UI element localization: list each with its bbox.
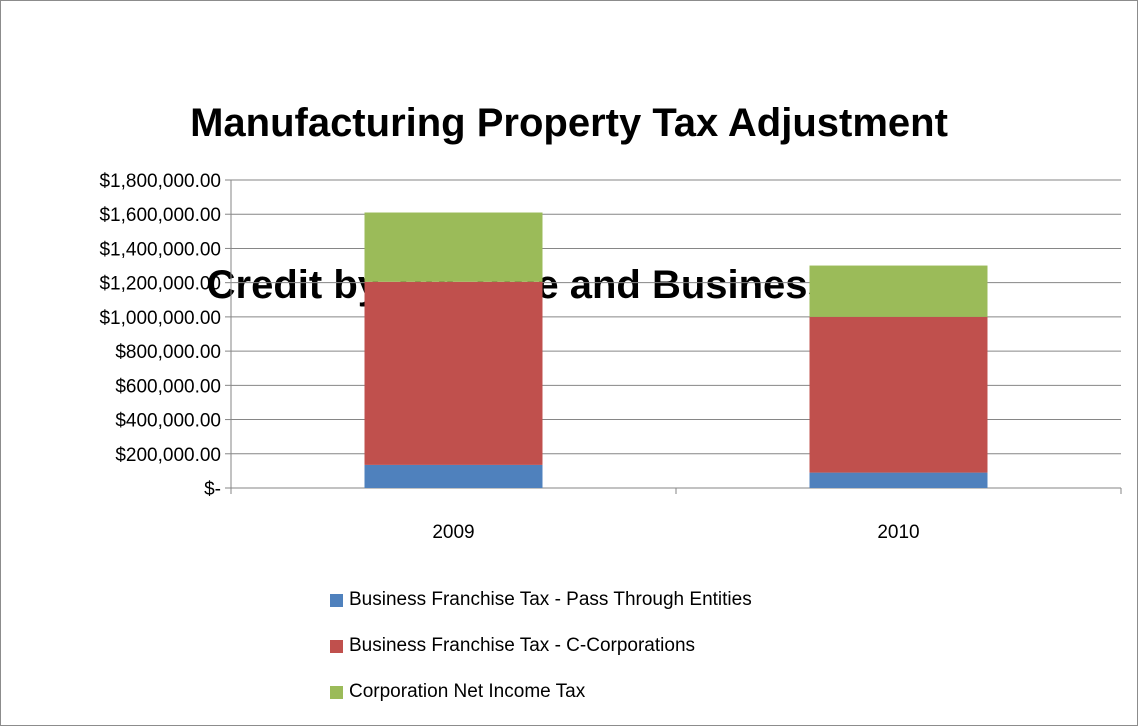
- bar-1-2009: [364, 281, 543, 465]
- y-tick-label: $1,600,000.00: [99, 205, 221, 226]
- y-tick-label: $200,000.00: [115, 445, 221, 466]
- legend-swatch-c-corporations: [330, 639, 343, 653]
- y-tick-label: $800,000.00: [115, 342, 221, 363]
- y-tick-label: $-: [204, 479, 221, 500]
- legend-label-pass-through: Business Franchise Tax - Pass Through En…: [349, 589, 752, 610]
- legend-label-c-corporations: Business Franchise Tax - C-Corporations: [349, 635, 696, 656]
- legend-item-net-income: Corporation Net Income Tax: [330, 680, 752, 704]
- y-tick-label: $1,000,000.00: [99, 308, 221, 329]
- x-tick-label: 2010: [877, 522, 919, 543]
- legend-label-net-income: Corporation Net Income Tax: [349, 681, 586, 702]
- chart-title-line-1: Manufacturing Property Tax Adjustment: [190, 101, 948, 145]
- y-tick-label: $1,400,000.00: [99, 239, 221, 260]
- legend-swatch-net-income: [330, 685, 343, 699]
- y-tick-label: $600,000.00: [115, 376, 221, 397]
- legend: Business Franchise Tax - Pass Through En…: [330, 588, 752, 726]
- x-tick-label: 2009: [432, 522, 474, 543]
- bar-2-2010: [809, 265, 988, 317]
- y-tick-label: $1,800,000.00: [99, 171, 221, 192]
- y-tick-label: $1,200,000.00: [99, 274, 221, 295]
- legend-swatch-pass-through: [330, 593, 343, 607]
- bar-2-2009: [364, 212, 543, 282]
- bar-1-2010: [809, 316, 988, 473]
- y-tick-label: $400,000.00: [115, 411, 221, 432]
- bar-0-2009: [364, 464, 543, 488]
- legend-item-c-corporations: Business Franchise Tax - C-Corporations: [330, 634, 752, 658]
- legend-item-pass-through: Business Franchise Tax - Pass Through En…: [330, 588, 752, 612]
- bar-0-2010: [809, 472, 988, 488]
